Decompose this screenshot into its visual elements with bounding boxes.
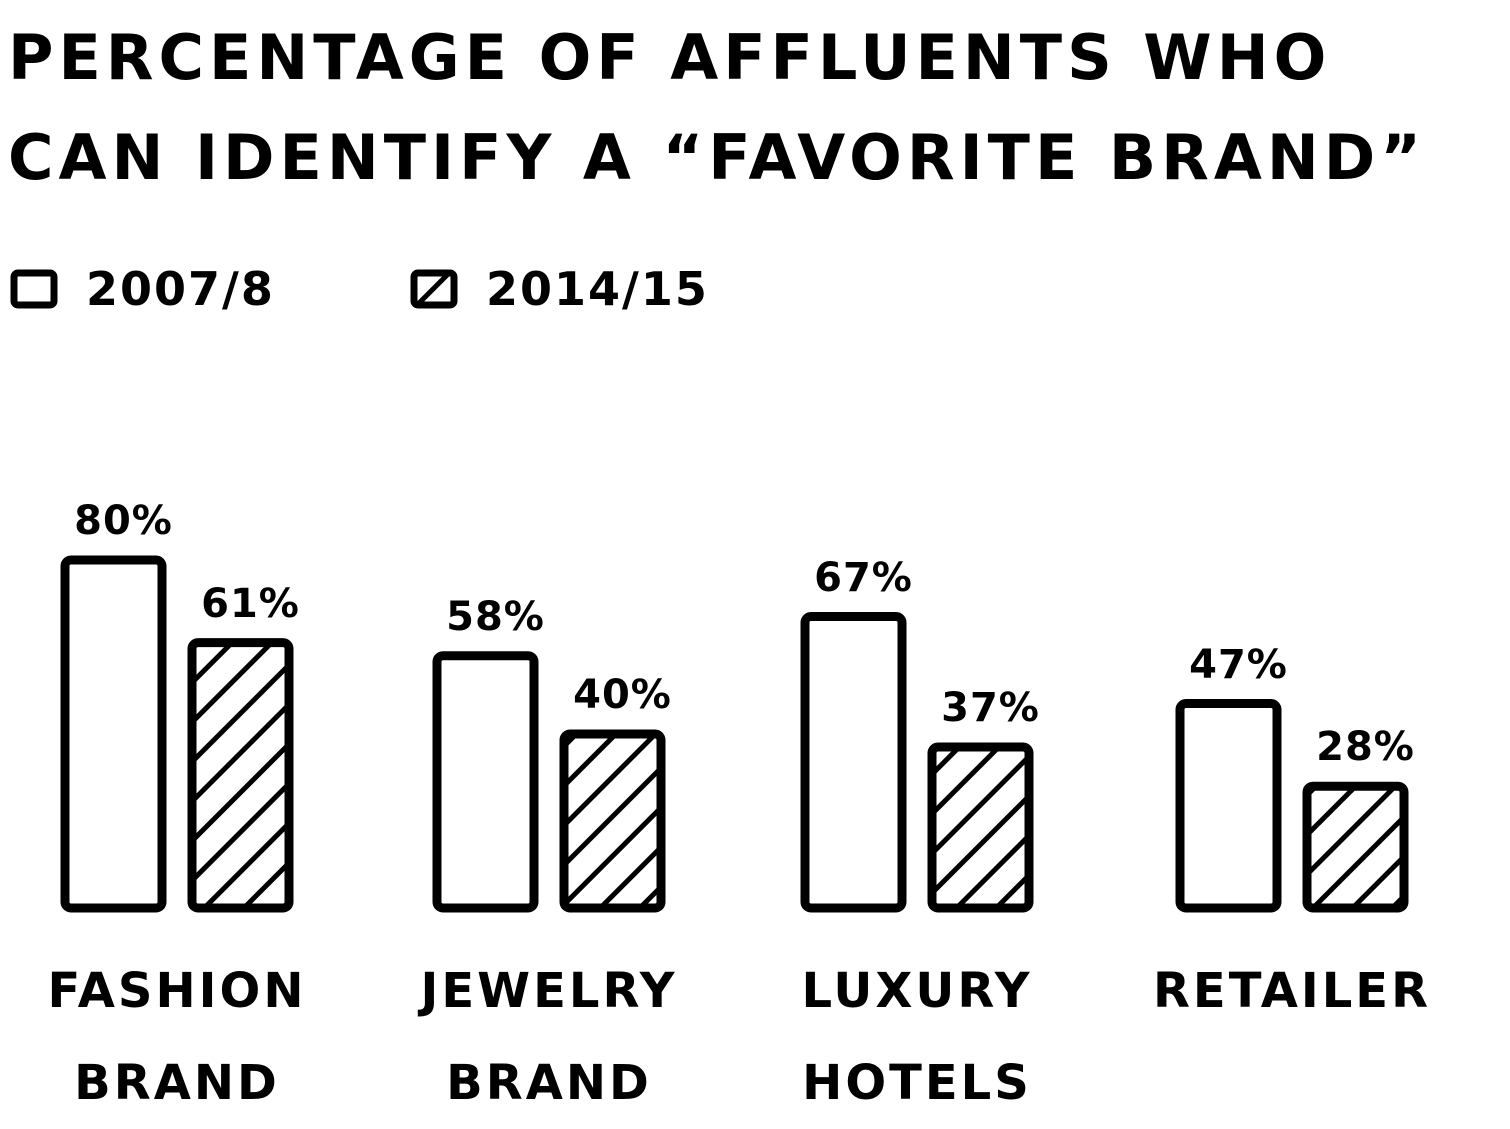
legend-box — [10, 269, 58, 309]
value-label: 80% — [74, 498, 173, 544]
value-label: 28% — [1316, 724, 1415, 771]
value-label: 61% — [201, 580, 300, 627]
value-label: 47% — [1189, 641, 1288, 688]
value-label: 40% — [573, 672, 672, 718]
legend-label: 2014/15 — [486, 262, 709, 316]
bar — [927, 742, 1034, 913]
chart-title: PERCENTAGE OF AFFLUENTS WHO CAN IDENTIFY… — [8, 21, 1426, 194]
page: {"chart_data": { "type": "bar", "title":… — [8, 21, 1432, 1111]
legend-label: 2007/8 — [86, 262, 275, 316]
bar — [60, 555, 167, 913]
chart — [60, 555, 1409, 913]
x-tick-label: LUXURY HOTELS — [801, 963, 1033, 1111]
legend-swatch — [10, 269, 58, 309]
bar — [559, 729, 666, 913]
x-tick-label: FASHION BRAND — [47, 963, 307, 1111]
bar — [432, 651, 539, 913]
x-tick-label: RETAILER — [1152, 963, 1432, 1019]
legend-box — [410, 269, 458, 309]
bar — [1175, 699, 1282, 913]
bar — [1302, 781, 1409, 913]
value-label: 37% — [941, 685, 1040, 732]
x-tick-label: JEWELRY BRAND — [420, 963, 678, 1111]
legend-item: 2007/8 — [10, 262, 275, 316]
value-label: 67% — [814, 554, 913, 601]
legend-item: 2014/15 — [410, 262, 709, 316]
bar — [187, 638, 294, 913]
legend-swatch — [410, 269, 458, 309]
bar — [800, 612, 907, 913]
value-label: 58% — [446, 593, 545, 640]
